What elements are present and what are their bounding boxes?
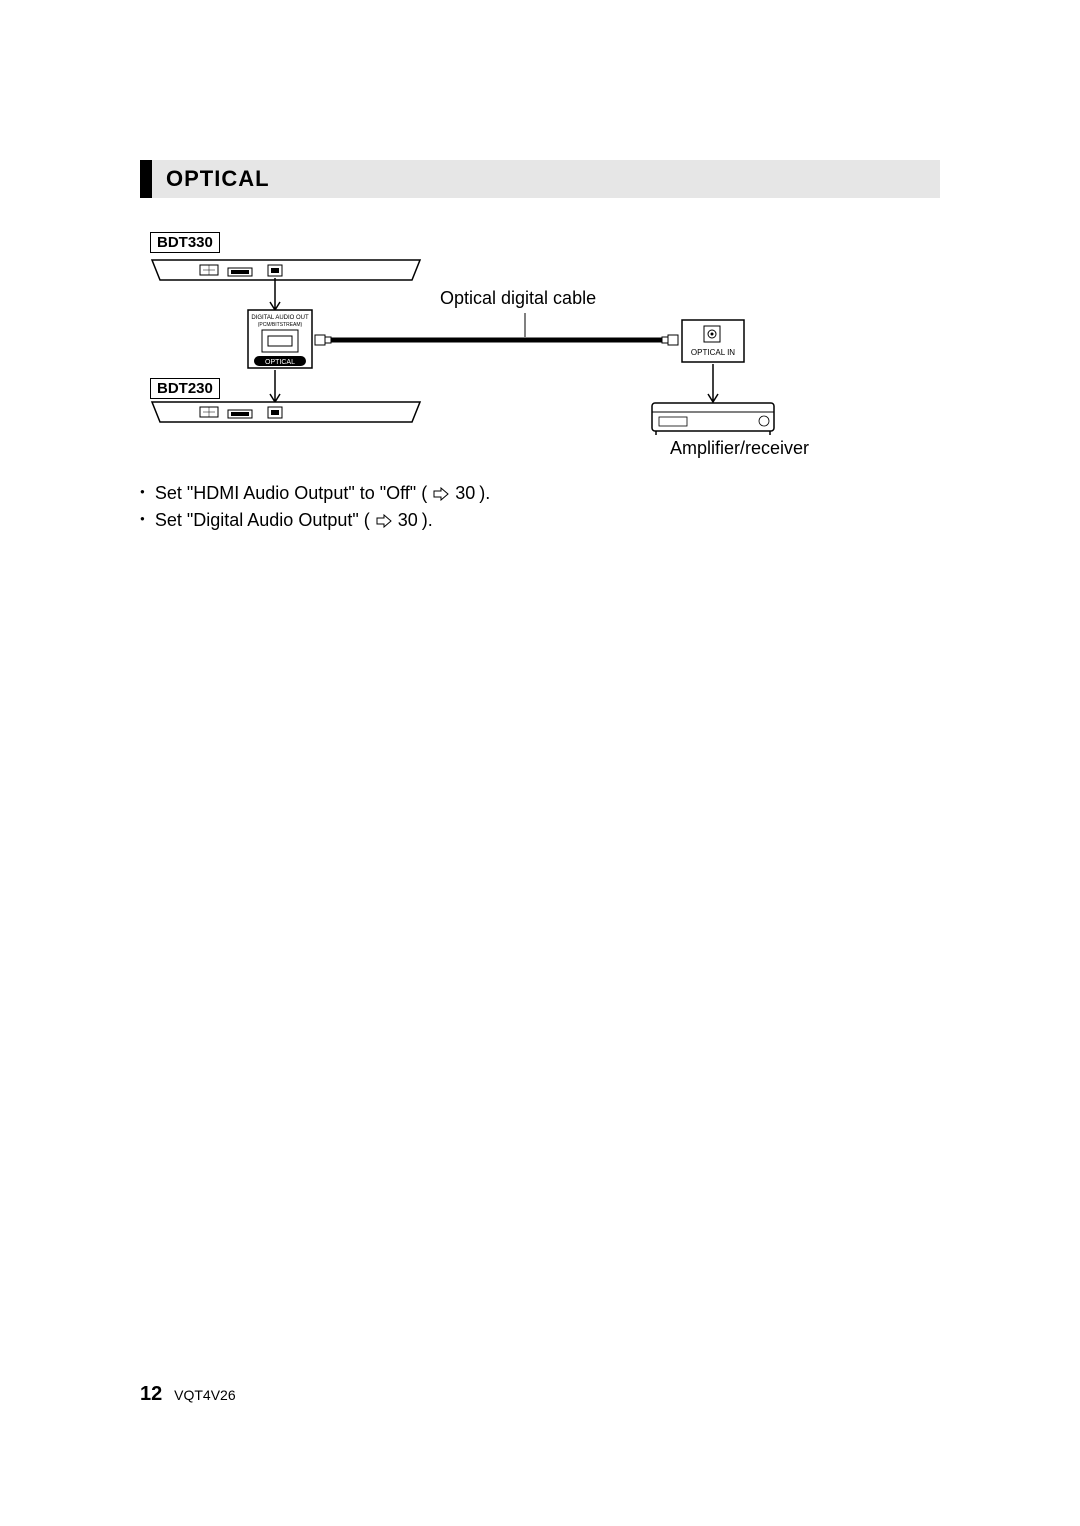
amplifier-box — [652, 403, 774, 435]
model-label-bottom: BDT230 — [150, 378, 220, 399]
note-1-ref: 30 — [455, 480, 475, 507]
cable-label: Optical digital cable — [440, 288, 596, 309]
model-label-top: BDT330 — [150, 232, 220, 253]
port-label-optical: OPTICAL — [265, 359, 295, 366]
note-2-ref: 30 — [398, 507, 418, 534]
receiver-port-label: OPTICAL IN — [691, 348, 735, 357]
notes-list: Set "HDMI Audio Output" to "Off" ( 30). … — [140, 480, 940, 534]
page-number: 12 — [140, 1383, 162, 1405]
optical-cable — [315, 335, 678, 345]
note-line-1: Set "HDMI Audio Output" to "Off" ( 30). — [140, 480, 940, 507]
port-label-top: DIGITAL AUDIO OUT — [251, 315, 309, 321]
page-ref-arrow — [374, 514, 394, 528]
player-bottom — [152, 402, 420, 422]
receiver-port-box: OPTICAL IN — [682, 320, 744, 362]
note-1-post: ). — [479, 480, 490, 507]
section-title: OPTICAL — [152, 160, 270, 198]
port-label-sub: (PCM/BITSTREAM) — [258, 322, 303, 328]
optical-port-box: DIGITAL AUDIO OUT (PCM/BITSTREAM) OPTICA… — [248, 310, 312, 368]
note-2-pre: Set "Digital Audio Output" ( — [155, 507, 370, 534]
diagram-svg: DIGITAL AUDIO OUT (PCM/BITSTREAM) OPTICA… — [140, 238, 940, 468]
note-line-2: Set "Digital Audio Output" ( 30). — [140, 507, 940, 534]
bullet-icon — [140, 480, 151, 507]
section-accent-bar — [140, 160, 152, 198]
doc-id: VQT4V26 — [174, 1387, 235, 1403]
note-1-pre: Set "HDMI Audio Output" to "Off" ( — [155, 480, 427, 507]
bullet-icon — [140, 507, 151, 534]
page-ref-arrow — [431, 487, 451, 501]
note-2-post: ). — [422, 507, 433, 534]
connection-diagram: BDT330 BDT230 Optical digital cable Ampl… — [140, 238, 940, 468]
player-top — [152, 260, 420, 280]
amplifier-label: Amplifier/receiver — [670, 438, 809, 459]
section-header: OPTICAL — [140, 160, 940, 198]
page-footer: 12 VQT4V26 — [140, 1383, 236, 1406]
